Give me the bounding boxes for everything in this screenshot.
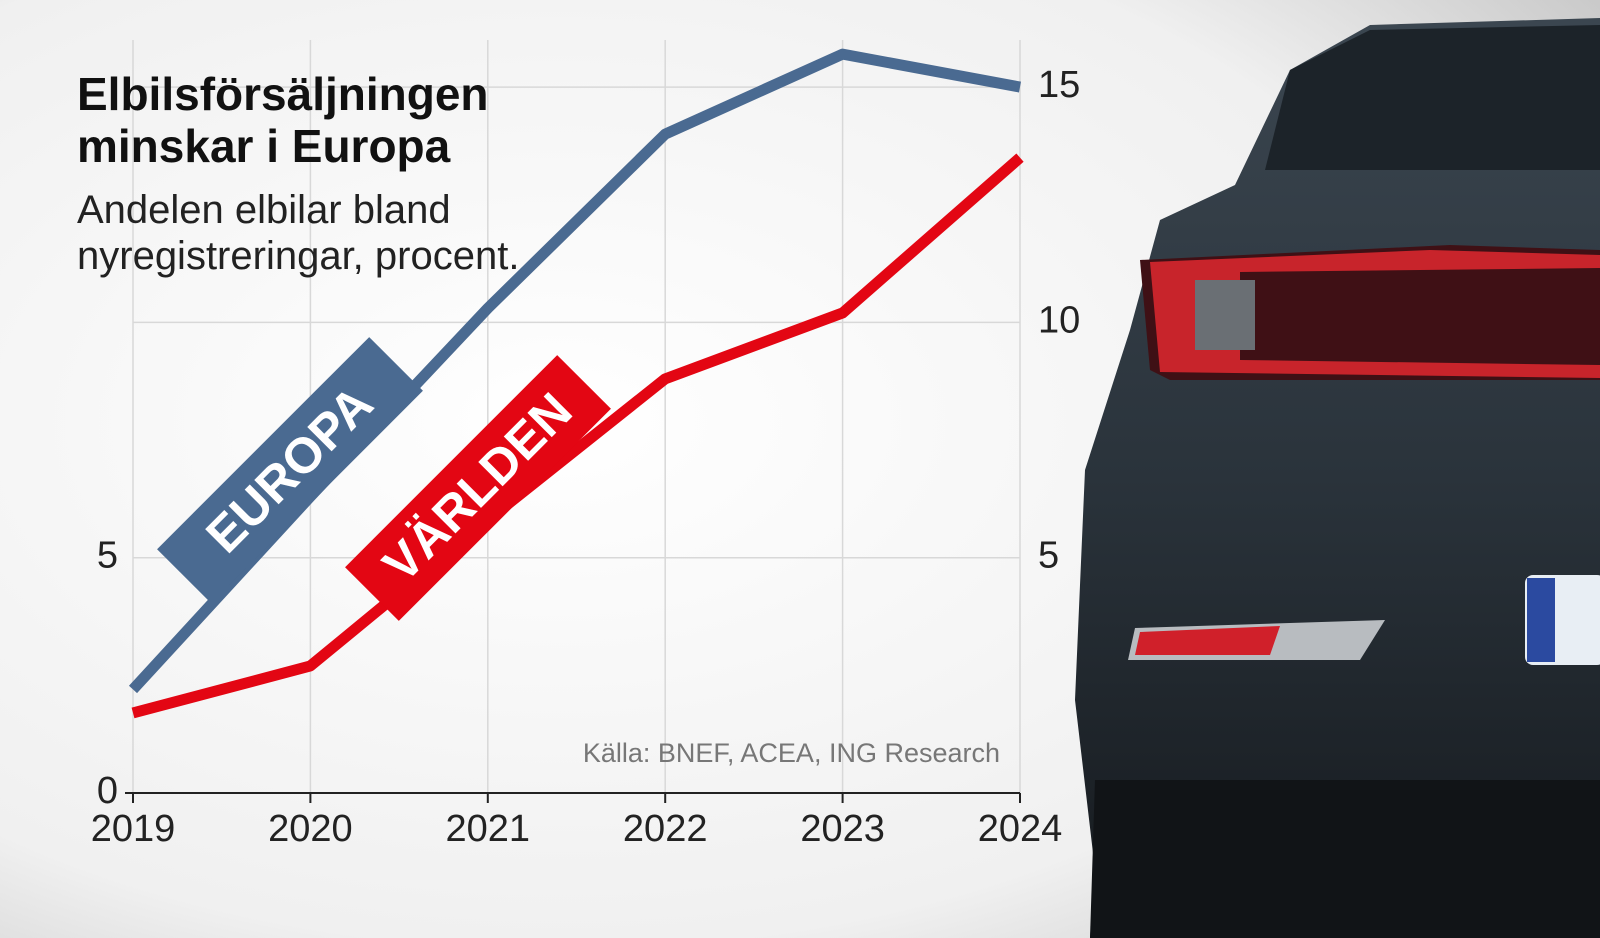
- x-tick-label: 2019: [91, 808, 176, 850]
- y-tick-label-right: 15: [1038, 64, 1080, 106]
- chart-title: Elbilsförsäljningen minskar i Europa: [77, 68, 489, 172]
- series-label-box: [157, 337, 423, 603]
- line: [131, 153, 1024, 719]
- x-tick-label: 2022: [623, 808, 708, 850]
- car-photo: [1075, 18, 1600, 938]
- x-tick-label: 2023: [800, 808, 885, 850]
- x-tick-label: 2024: [978, 808, 1063, 850]
- y-tick-label-right: 5: [1038, 535, 1059, 577]
- y-tick-label: 5: [97, 535, 118, 577]
- y-tick-label-right: 10: [1038, 299, 1080, 341]
- x-tick-label: 2021: [446, 808, 531, 850]
- x-tick-label: 2020: [268, 808, 353, 850]
- chart-subtitle: Andelen elbilar bland nyregistreringar, p…: [77, 188, 519, 278]
- series-label-box: [345, 355, 611, 621]
- y-tick-label: 0: [97, 770, 118, 812]
- source: Källa: BNEF, ACEA, ING Research: [583, 738, 1000, 768]
